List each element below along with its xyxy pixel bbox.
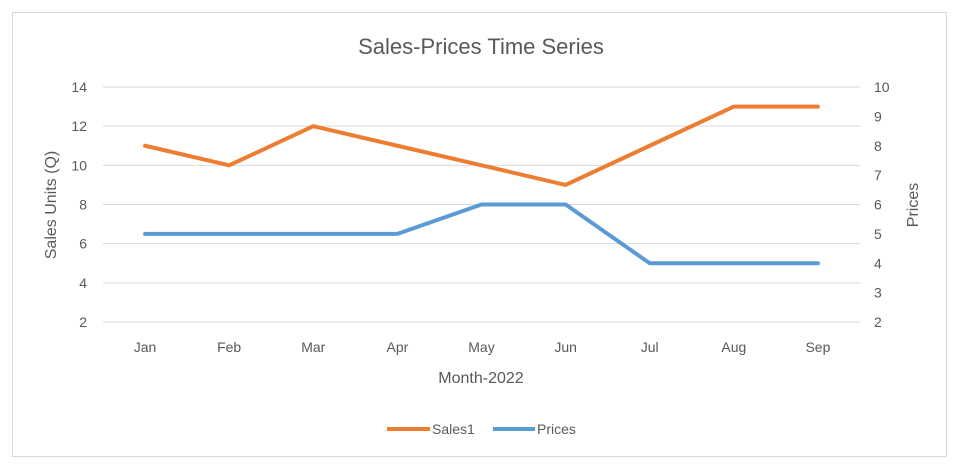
x-tick-label: Jul [641,339,659,355]
x-tick-label: Sep [805,339,830,355]
right-tick-label: 4 [874,255,882,271]
legend-label-sales1: Sales1 [432,421,475,437]
y2-axis-title: Prices [905,183,922,227]
x-axis-title: Month-2022 [438,370,523,387]
x-tick-label: May [468,339,494,355]
x-tick-label: Apr [386,339,408,355]
x-axis-ticks: Jan Feb Mar Apr May Jun Jul Aug Sep [134,339,831,355]
x-tick-label: Mar [301,339,325,355]
x-tick-label: Feb [217,339,241,355]
series-line-sales1 [143,104,820,187]
chart-title: Sales-Prices Time Series [358,34,604,59]
left-tick-label: 8 [79,197,87,213]
right-tick-label: 8 [874,138,882,154]
left-tick-label: 6 [79,236,87,252]
right-tick-label: 5 [874,226,882,242]
left-tick-label: 4 [79,275,87,291]
right-tick-label: 3 [874,285,882,301]
y-axis-title: Sales Units (Q) [43,151,60,259]
right-tick-label: 7 [874,167,882,183]
right-tick-label: 2 [874,314,882,330]
right-tick-label: 9 [874,108,882,124]
right-tick-label: 6 [874,197,882,213]
legend-label-prices: Prices [537,421,576,437]
legend: Sales1 Prices [387,421,576,437]
left-tick-label: 12 [71,118,87,134]
x-tick-label: Jan [134,339,157,355]
x-tick-label: Jun [554,339,577,355]
series-lines [143,104,820,266]
right-tick-label: 10 [874,79,890,95]
series-line-prices [143,202,820,266]
left-tick-label: 2 [79,314,87,330]
left-axis-ticks: 2 4 6 8 10 12 14 [71,79,87,330]
right-axis-ticks: 2 3 4 5 6 7 8 9 10 [874,79,890,330]
left-tick-label: 10 [71,157,87,173]
x-tick-label: Aug [721,339,746,355]
left-tick-label: 14 [71,79,87,95]
